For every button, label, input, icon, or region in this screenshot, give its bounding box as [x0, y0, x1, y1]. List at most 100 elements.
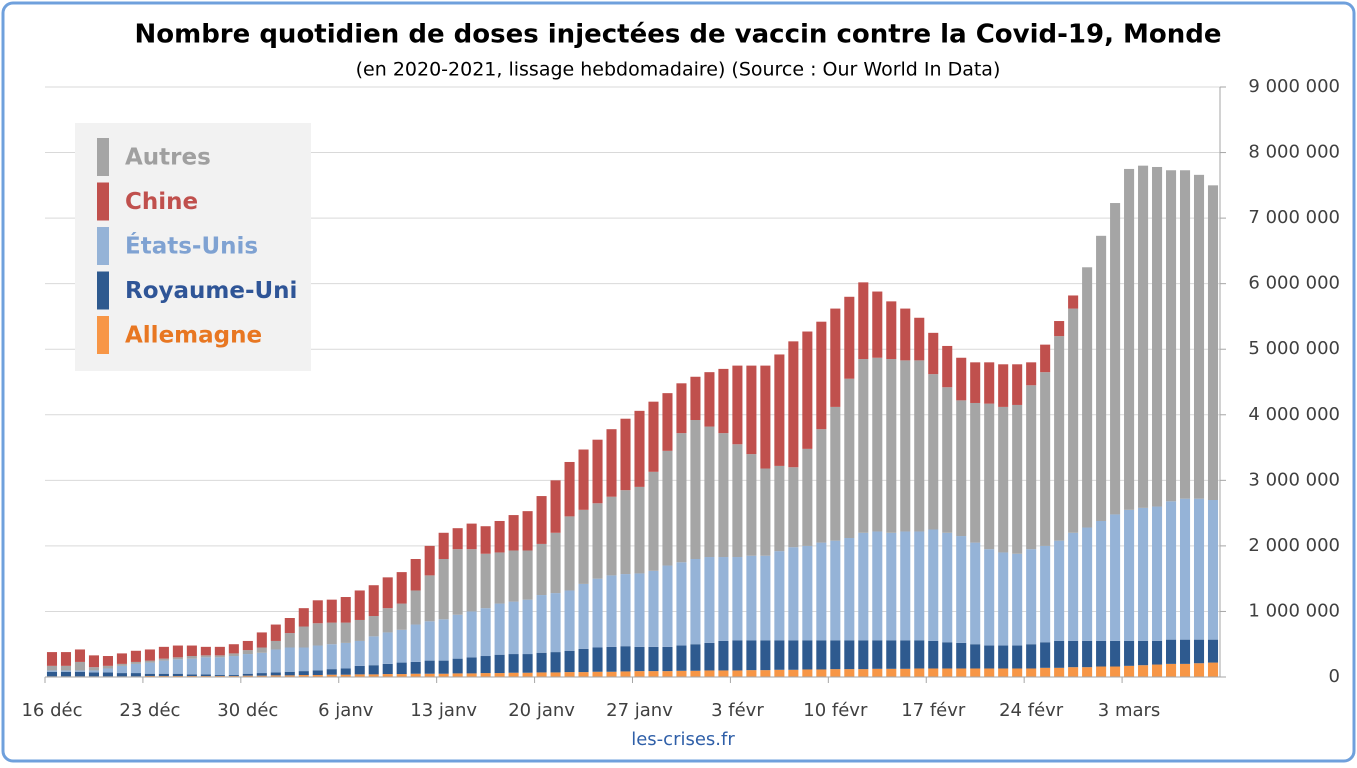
bar-segment — [1166, 663, 1177, 677]
bar-segment — [718, 433, 729, 558]
bar-segment — [1152, 640, 1163, 665]
bar-segment — [620, 671, 631, 677]
bar-segment — [368, 665, 379, 675]
bar-segment — [564, 461, 575, 517]
bar-segment — [1026, 549, 1037, 645]
bar-segment — [466, 523, 477, 550]
bar-segment — [1096, 640, 1107, 667]
bar-segment — [438, 619, 449, 661]
bar-segment — [928, 640, 939, 669]
bar-segment — [1124, 665, 1135, 677]
bar-segment — [914, 360, 925, 532]
bar-segment — [270, 675, 281, 677]
legend-swatch — [97, 182, 109, 221]
bar-segment — [508, 672, 519, 677]
bar-segment — [242, 654, 253, 674]
bar-segment — [242, 650, 253, 655]
y-tick-label: 1 000 000 — [1248, 600, 1340, 621]
x-tick-label: 20 janv — [508, 700, 575, 721]
bar-segment — [116, 653, 127, 664]
bar-segment — [830, 640, 841, 670]
bar-segment — [550, 532, 561, 594]
bar-segment — [746, 670, 757, 677]
bar-segment — [130, 673, 141, 677]
bar-segment — [1082, 527, 1093, 641]
x-tick-label: 30 déc — [217, 700, 278, 721]
bar-segment — [746, 555, 757, 641]
bar-segment — [270, 624, 281, 641]
bar-segment — [802, 545, 813, 641]
bar-segment — [480, 553, 491, 609]
bar-segment — [844, 378, 855, 539]
bar-segment — [508, 601, 519, 655]
bar-segment — [1026, 668, 1037, 677]
bar-segment — [60, 670, 72, 672]
bar-segment — [1012, 404, 1023, 554]
bar-segment — [802, 640, 813, 670]
bar-segment — [340, 668, 351, 675]
bar-segment — [200, 657, 211, 675]
legend-box — [75, 123, 311, 371]
bar-segment — [494, 603, 505, 655]
bar-segment — [410, 624, 421, 662]
bar-segment — [102, 665, 113, 669]
bar-segment — [186, 656, 197, 659]
bar-segment — [1068, 532, 1079, 641]
bar-segment — [774, 669, 785, 677]
bar-segment — [312, 623, 323, 646]
bar-segment — [620, 574, 631, 647]
bar-segment — [242, 673, 253, 676]
bar-segment — [1152, 664, 1163, 677]
bar-segment — [592, 671, 603, 677]
bar-segment — [172, 659, 183, 674]
y-tick-label: 0 — [1329, 666, 1340, 687]
bar-segment — [1179, 663, 1191, 677]
bar-segment — [872, 668, 883, 677]
bar-segment — [928, 332, 939, 375]
bar-segment — [214, 646, 225, 656]
bar-segment — [116, 665, 127, 674]
bar-segment — [298, 608, 309, 627]
bar-segment — [816, 542, 827, 641]
bar-segment — [102, 672, 113, 677]
bar-segment — [634, 646, 645, 672]
bar-segment — [508, 515, 519, 551]
bar-segment — [480, 526, 491, 554]
bar-segment — [214, 655, 225, 658]
bar-segment — [144, 649, 155, 661]
bar-segment — [158, 660, 169, 674]
bar-segment — [466, 657, 477, 674]
bar-segment — [970, 644, 981, 669]
bar-segment — [270, 649, 281, 673]
bar-segment — [1179, 170, 1191, 499]
bar-segment — [396, 629, 407, 663]
bar-segment — [900, 668, 911, 677]
bar-segment — [830, 540, 841, 641]
bar-segment — [900, 640, 911, 669]
legend-label: Allemagne — [125, 323, 262, 349]
bar-segment — [746, 454, 757, 556]
bar-segment — [914, 668, 925, 677]
bar-segment — [158, 658, 169, 661]
bar-segment — [186, 674, 197, 677]
bar-segment — [494, 654, 505, 674]
bar-segment — [1054, 336, 1065, 541]
bar-segment — [438, 559, 449, 620]
bar-segment — [732, 557, 743, 641]
bar-segment — [340, 597, 351, 623]
bar-segment — [816, 669, 827, 677]
bar-segment — [354, 640, 365, 666]
bar-segment — [60, 652, 72, 666]
bar-segment — [536, 672, 547, 677]
bar-segment — [158, 673, 169, 677]
bar-segment — [424, 673, 435, 677]
bar-segment — [130, 663, 141, 674]
bar-segment — [606, 496, 617, 576]
bar-segment — [1110, 203, 1121, 515]
bar-segment — [1152, 506, 1163, 641]
bar-segment — [886, 532, 897, 641]
bar-segment — [74, 661, 86, 671]
bar-segment — [900, 308, 911, 361]
bar-segment — [844, 640, 855, 670]
